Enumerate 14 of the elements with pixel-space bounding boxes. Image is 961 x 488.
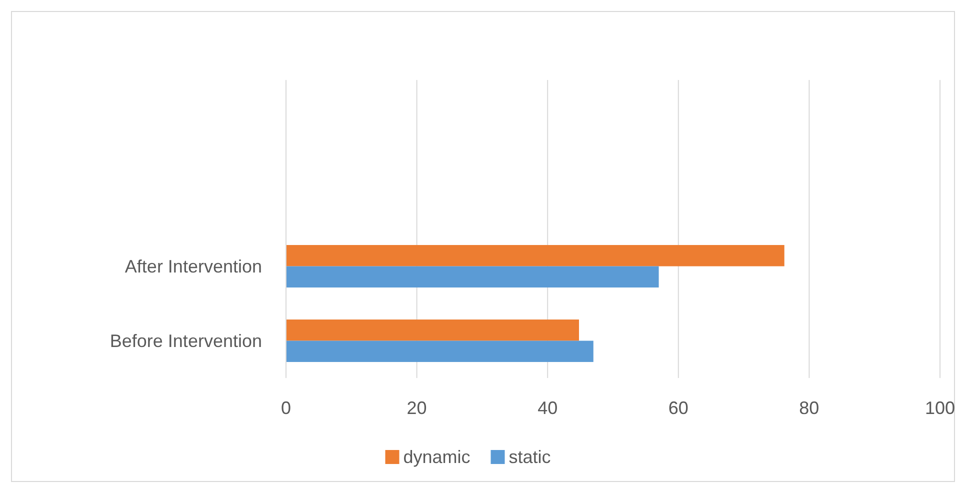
bar — [286, 245, 784, 266]
x-tick-label: 60 — [668, 398, 688, 418]
legend-label: static — [508, 447, 551, 467]
y-tick-label: After Intervention — [124, 256, 262, 276]
x-tick-label: 40 — [538, 398, 558, 418]
x-tick-label: 0 — [280, 398, 292, 418]
bar — [286, 340, 594, 362]
bar — [286, 266, 659, 288]
x-tick-label: 80 — [799, 398, 820, 418]
y-tick-label: Before Intervention — [110, 330, 262, 351]
bar — [286, 320, 579, 341]
x-tick-label: 100 — [924, 398, 956, 418]
x-tick-label: 20 — [406, 398, 427, 418]
legend-label: dynamic — [403, 447, 470, 467]
